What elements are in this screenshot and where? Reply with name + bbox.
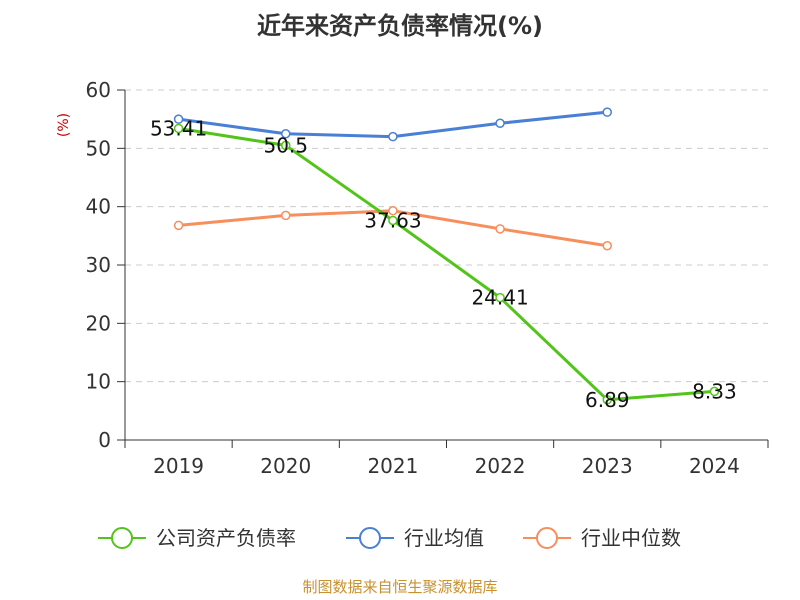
data-point (602, 107, 612, 117)
legend-label: 公司资产负债率 (156, 526, 296, 550)
x-tick-label: 2023 (582, 454, 633, 478)
legend-marker (536, 527, 558, 549)
x-tick-label: 2024 (689, 454, 740, 478)
chart-title: 近年来资产负债率情况(%) (257, 12, 543, 40)
y-tick-label: 30 (86, 253, 111, 277)
data-point (709, 386, 720, 397)
data-labels: 53.41 50.5 37.63 24.41 6.89 8.33 (150, 116, 737, 411)
y-axis-label: (%) (56, 113, 72, 137)
data-point (495, 292, 505, 303)
data-point (281, 210, 291, 221)
data-point (602, 395, 612, 405)
data-point (173, 220, 184, 231)
data-point (495, 224, 505, 234)
data-label: 53.41 (150, 116, 207, 140)
source-note: 制图数据来自恒生聚源数据库 (302, 578, 497, 596)
y-tick-label: 40 (86, 195, 111, 219)
legend-label: 行业均值 (404, 526, 484, 550)
x-axis-ticks: 2019 2020 2021 2022 2023 2024 (124, 440, 769, 478)
data-label: 6.89 (585, 388, 630, 412)
data-point (388, 206, 398, 216)
data-point (388, 131, 398, 142)
data-point (281, 140, 291, 151)
y-tick-label: 10 (86, 370, 111, 394)
grid-lines (125, 89, 768, 383)
y-axis-ticks: 0 10 20 30 40 50 60 (86, 78, 125, 452)
legend[interactable]: 公司资产负债率 行业均值 行业中位数 (98, 526, 681, 550)
legend-item[interactable]: 行业中位数 (523, 526, 681, 550)
series-line (178, 126, 715, 402)
x-tick-label: 2022 (475, 454, 526, 478)
y-tick-label: 50 (86, 136, 111, 160)
data-point (173, 123, 184, 134)
legend-marker (359, 527, 381, 549)
data-label: 50.5 (263, 133, 308, 157)
legend-marker (111, 527, 133, 549)
x-tick-label: 2019 (153, 454, 204, 478)
legend-label: 行业中位数 (581, 526, 681, 550)
y-tick-label: 0 (98, 428, 111, 452)
data-label: 8.33 (692, 379, 737, 403)
data-point (281, 129, 291, 139)
legend-item[interactable]: 行业均值 (346, 526, 484, 550)
legend-item[interactable]: 公司资产负债率 (98, 526, 296, 550)
data-label: 37.63 (364, 208, 421, 232)
data-label: 24.41 (471, 286, 528, 310)
y-tick-label: 60 (86, 78, 111, 102)
data-point (495, 118, 505, 128)
data-point (388, 215, 398, 226)
data-point (602, 241, 612, 251)
data-point (173, 114, 184, 124)
y-tick-label: 20 (86, 311, 111, 335)
x-tick-label: 2021 (367, 454, 418, 478)
series-group (173, 107, 720, 405)
x-tick-label: 2020 (260, 454, 311, 478)
